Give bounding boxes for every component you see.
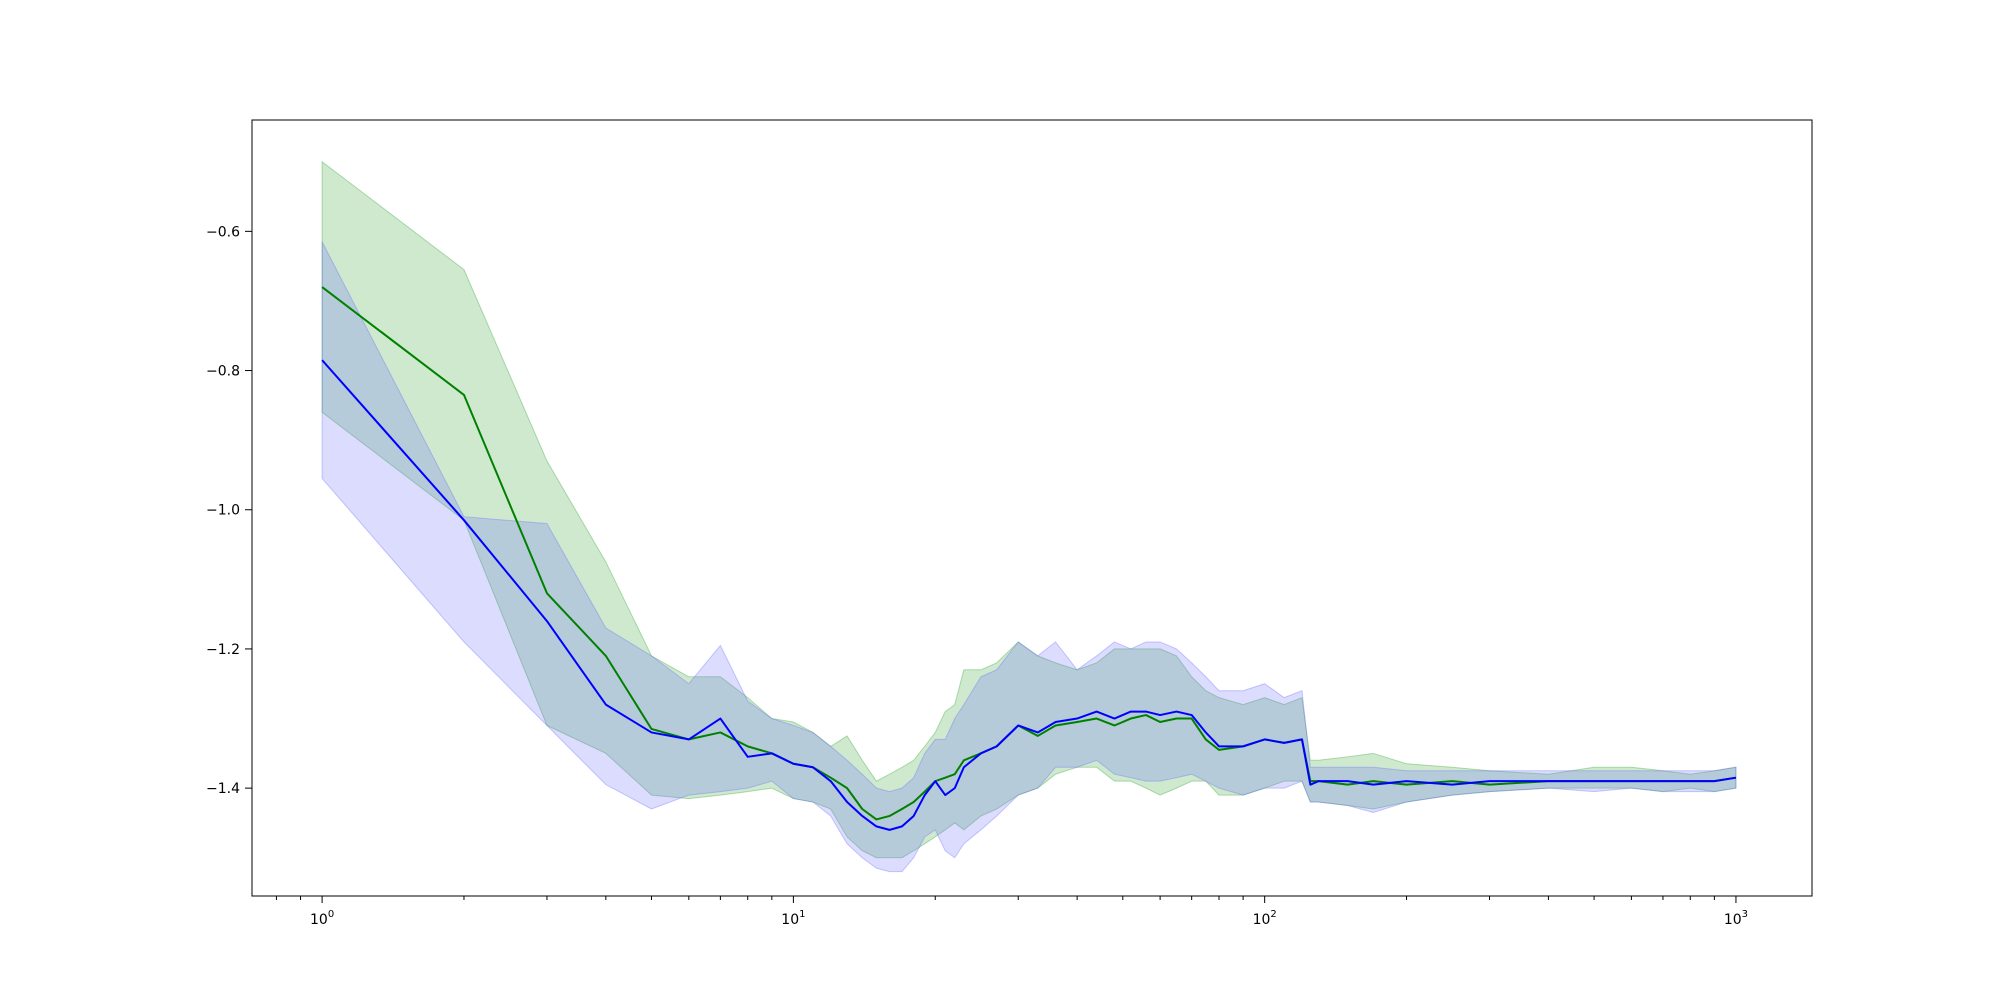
series-2-band [321, 241, 1737, 873]
y-tick-label: −0.8 [206, 364, 240, 380]
x-axis: 100 101 102 103 [275, 896, 1748, 928]
y-tick-label: −0.6 [206, 224, 240, 240]
confidence-bands [321, 160, 1737, 873]
y-axis: −0.6 −0.8 −1.0 −1.2 −1.4 [206, 224, 252, 797]
series-1-band [321, 160, 1737, 859]
x-tick-label: 102 [1253, 909, 1277, 928]
x-tick-label: 101 [781, 909, 805, 928]
x-tick-label: 100 [310, 909, 334, 928]
series-2-line [321, 359, 1737, 831]
y-tick-label: −1.4 [206, 781, 240, 797]
x-tick-label: 103 [1724, 909, 1748, 928]
y-tick-label: −1.2 [206, 642, 240, 658]
y-tick-label: −1.0 [206, 503, 240, 519]
plot-frame [251, 119, 1813, 897]
series-lines [321, 286, 1737, 831]
